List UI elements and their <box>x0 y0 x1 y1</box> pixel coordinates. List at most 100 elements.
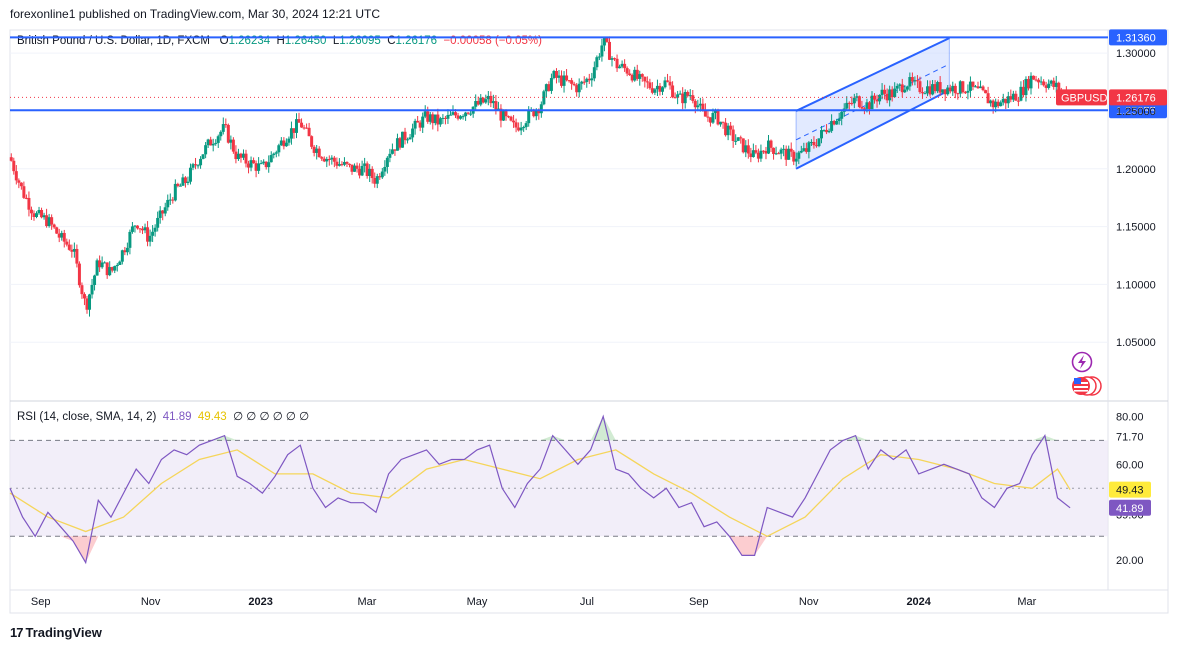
candle-body <box>62 232 66 242</box>
candle-body <box>605 37 609 42</box>
candle-body <box>82 294 86 299</box>
candle-body <box>706 116 710 118</box>
price-axis: 1.30000 1.25000 1.20000 1.15000 1.10000 1.050… <box>1116 48 1156 349</box>
candle-body <box>395 138 399 151</box>
candle-body <box>105 262 109 276</box>
candle-body <box>587 78 591 81</box>
candle-body <box>466 112 470 114</box>
candle-body <box>517 127 521 131</box>
price-tick-label: 1.20000 <box>1116 164 1156 176</box>
candle-body <box>984 90 988 94</box>
candle-body <box>300 122 304 128</box>
candle-body <box>262 161 266 164</box>
candle-body <box>368 168 372 176</box>
candle-body <box>239 153 243 158</box>
rsi-legend-icons: ∅ ∅ ∅ ∅ ∅ ∅ <box>233 411 310 423</box>
rsi-line <box>9 414 1071 565</box>
candle-body <box>350 164 354 172</box>
time-tick-label: Mar <box>1017 596 1036 608</box>
candle-body <box>883 89 887 94</box>
candle-body <box>784 148 788 160</box>
candle-body <box>996 101 1000 107</box>
candle-body <box>209 139 213 146</box>
candle-body <box>999 102 1003 107</box>
candle-body <box>946 87 950 95</box>
channel-lower-line[interactable] <box>795 89 950 170</box>
candle-body <box>1009 96 1013 100</box>
candle-body <box>294 119 298 133</box>
candle-body <box>711 112 715 123</box>
rsi-value-label: 41.89 <box>1116 503 1144 515</box>
candle-body <box>75 248 79 264</box>
candle-body <box>320 157 324 159</box>
channel-upper-line[interactable] <box>795 37 950 112</box>
candle-body <box>17 180 21 183</box>
candle-body <box>401 131 405 148</box>
published-by-line: forexonline1 published on TradingView.co… <box>10 7 381 21</box>
candle-body <box>403 131 407 141</box>
candle-body <box>158 210 162 218</box>
candle-body <box>72 248 76 252</box>
candle-body <box>287 138 291 143</box>
rsi-value-box <box>1109 499 1151 516</box>
candle-body <box>673 97 677 99</box>
candle-body <box>19 182 23 187</box>
candle-body <box>968 81 972 91</box>
candle-body <box>739 137 743 139</box>
sma-value-label: 49.43 <box>1116 485 1144 497</box>
candle-body <box>938 82 942 93</box>
candle-body <box>1016 100 1020 102</box>
candle-body <box>613 58 617 60</box>
us-flag-icon[interactable] <box>1072 376 1102 396</box>
candle-body <box>989 100 993 104</box>
candle-body <box>643 76 647 82</box>
symbol-tag-box <box>1056 89 1107 106</box>
candle-body <box>787 148 791 160</box>
candle-body <box>267 162 271 168</box>
candle-body <box>1042 81 1046 86</box>
lightning-icon[interactable] <box>1071 351 1093 373</box>
rsi-oversold-fill <box>10 536 1071 563</box>
low-label: L <box>332 35 340 47</box>
candle-body <box>249 160 253 168</box>
time-tick-label: Sep <box>689 596 709 608</box>
candle-body <box>994 101 998 108</box>
candle-body <box>595 57 599 68</box>
candle-body <box>850 103 854 105</box>
candle-body <box>671 85 675 98</box>
candle-body <box>448 114 452 116</box>
candle-body <box>554 70 558 78</box>
candle-body <box>827 130 831 133</box>
candle-body <box>67 244 71 250</box>
candle-body <box>484 99 488 103</box>
candle-body <box>77 263 81 286</box>
candle-body <box>347 163 351 165</box>
candle-body <box>953 85 957 94</box>
levels-layer[interactable]: 1.31360 1.25055 GBPUSD 1.26176 <box>10 29 1167 119</box>
candle-body <box>216 136 220 143</box>
candle-body <box>991 100 995 108</box>
candle-body <box>809 141 813 143</box>
candle-body <box>519 127 523 131</box>
candle-body <box>85 298 89 310</box>
candle-body <box>443 117 447 119</box>
rsi-band <box>10 440 1108 537</box>
candle-body <box>769 140 773 148</box>
candle-body <box>345 161 349 164</box>
candle-body <box>183 177 187 184</box>
high-label: H <box>276 35 285 47</box>
candle-body <box>610 58 614 60</box>
candle-body <box>741 138 745 153</box>
candle-body <box>259 163 263 165</box>
candle-body <box>176 183 180 186</box>
candle-body <box>363 163 367 166</box>
rsi-legend-value: 41.89 <box>162 411 192 423</box>
rsi-pane <box>9 414 1108 565</box>
tradingview-logo[interactable]: 17 TradingView <box>10 625 102 640</box>
candle-body <box>312 146 316 153</box>
candle-body <box>512 120 516 123</box>
candle-body <box>817 138 821 147</box>
candle-body <box>469 113 473 115</box>
candle-body <box>926 86 930 94</box>
